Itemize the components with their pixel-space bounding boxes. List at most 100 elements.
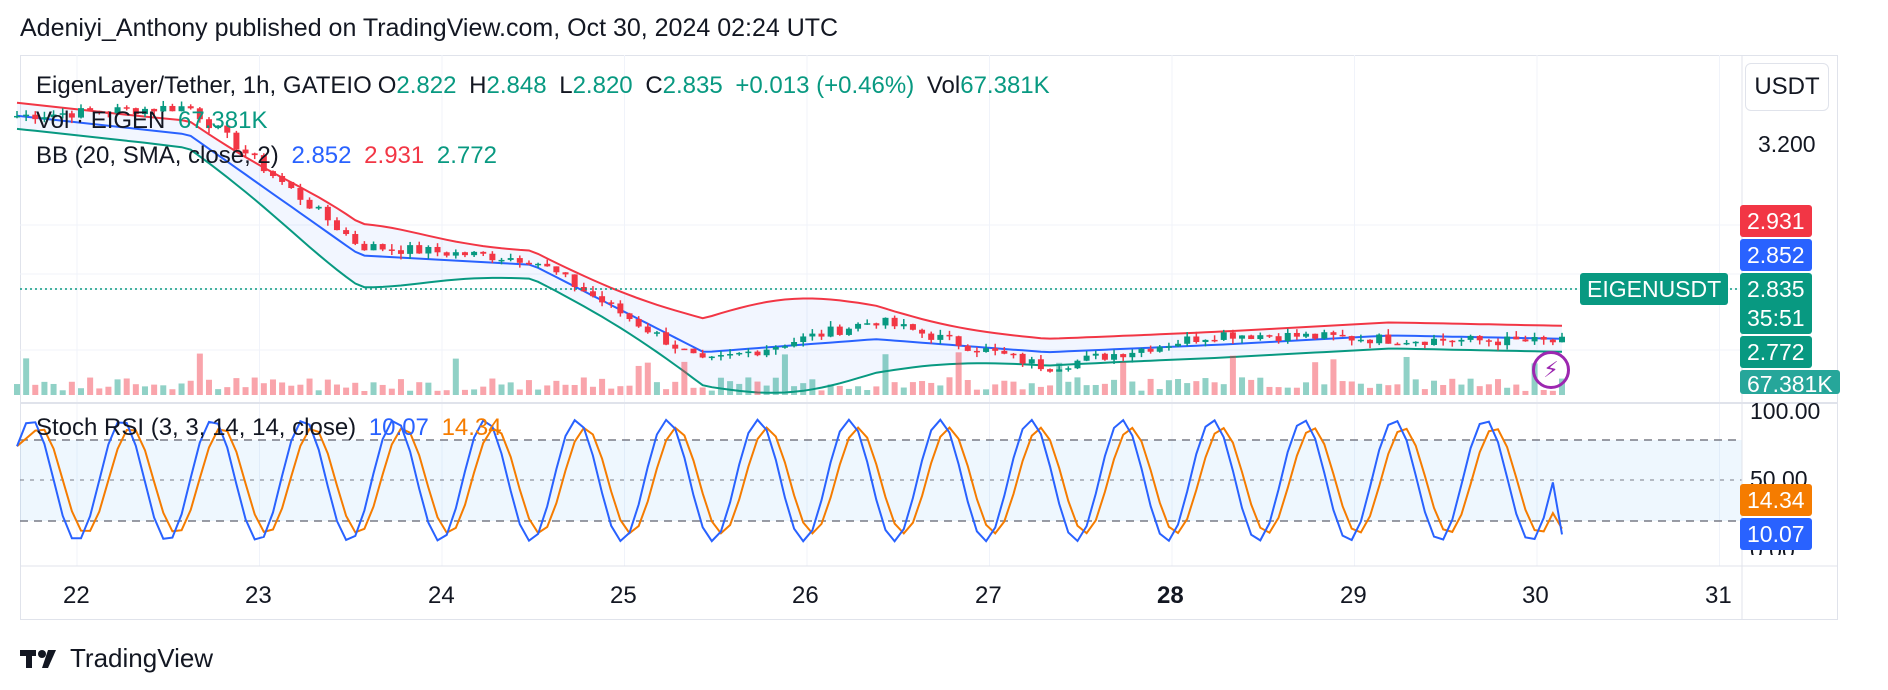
candle-body (50, 114, 57, 118)
candle-body (909, 324, 916, 330)
candle-body (123, 107, 130, 109)
candle-body (763, 349, 770, 356)
volume-bar (663, 389, 670, 395)
volume-bar (1394, 384, 1401, 395)
candle-body (818, 333, 825, 337)
stoch-tick-100: 100.00 (1750, 398, 1821, 424)
currency-unit-button[interactable]: USDT (1745, 63, 1829, 111)
candle-body (1229, 332, 1236, 339)
candle-body (589, 291, 596, 297)
volume-bar (1120, 362, 1127, 395)
volume-bar (1028, 383, 1035, 395)
volume-bar (361, 390, 368, 395)
candle-body (498, 259, 505, 262)
volume-bar (68, 381, 75, 395)
legend-change: +0.013 (+0.46%) (735, 72, 915, 99)
volume-bar (1540, 390, 1547, 395)
candle-body (1476, 335, 1483, 341)
candle-body (114, 107, 121, 114)
legend-bb-label[interactable]: BB (20, SMA, close, 2) (36, 142, 279, 169)
candle-body (973, 350, 980, 353)
stoch-k-line (16, 418, 1563, 543)
tradingview-brand[interactable]: TradingView (20, 643, 213, 674)
candle-body (279, 175, 286, 182)
bb-upper-tag: 2.931 (1740, 205, 1812, 237)
symbol-tag: EIGENUSDT (1580, 273, 1729, 305)
volume-bar (224, 387, 231, 395)
candle-body (41, 117, 48, 120)
candle-body (1321, 332, 1328, 339)
candle-body (928, 333, 935, 340)
bb-basis-tag: 2.852 (1740, 239, 1812, 271)
volume-bar (681, 361, 688, 395)
candle-body (77, 108, 84, 118)
candle-body (836, 326, 843, 335)
volume-bar (1385, 385, 1392, 395)
candle-body (141, 108, 148, 115)
candle-body (699, 353, 706, 358)
candle-body (1403, 342, 1410, 345)
volume-bar (114, 379, 121, 395)
candle-body (1184, 336, 1191, 344)
volume-bar (1010, 381, 1017, 395)
volume-bar (845, 388, 852, 395)
volume-bar (260, 383, 267, 395)
volume-bar (571, 384, 578, 395)
lightning-icon[interactable]: ⚡ (1532, 351, 1570, 389)
volume-bar (1266, 386, 1273, 395)
candle-body (352, 234, 359, 244)
volume-bar (754, 381, 761, 395)
candle-body (946, 334, 953, 337)
candle-body (425, 246, 432, 254)
candle-body (800, 336, 807, 343)
volume-bar (964, 379, 971, 395)
volume-bar (1202, 378, 1209, 395)
legend-high: 2.848 (486, 72, 547, 99)
legend-h-label: H (469, 72, 487, 99)
x-tick-28: 28 (1157, 582, 1184, 609)
volume-bar (1001, 380, 1008, 395)
x-tick-24: 24 (428, 582, 455, 609)
candle-body (1513, 336, 1520, 340)
candle-body (205, 119, 212, 129)
candle-body (864, 323, 871, 325)
legend-vol-row-label[interactable]: Vol · EIGEN (36, 107, 166, 134)
volume-bar (379, 384, 386, 395)
candle-body (1531, 336, 1538, 342)
candle-body (644, 326, 651, 333)
volume-bar (1476, 386, 1483, 395)
candle-body (1549, 339, 1556, 343)
candle-body (1376, 334, 1383, 344)
volume-bar (791, 386, 798, 395)
x-tick-27: 27 (975, 582, 1002, 609)
candle-body (608, 302, 615, 304)
volume-bar (1403, 356, 1410, 395)
candle-body (333, 220, 340, 231)
bb-basis-line (16, 114, 1563, 354)
volume-bar (333, 384, 340, 395)
candle-body (1202, 339, 1209, 343)
volume-bar (251, 377, 258, 395)
candle-body (553, 266, 560, 273)
candles (14, 100, 1565, 373)
bb-lower-line (16, 127, 1563, 394)
volume-bar (1303, 382, 1310, 395)
volume-bar (827, 384, 834, 395)
legend-vol-row-value: 67.381K (178, 107, 268, 134)
volume-bar (32, 384, 39, 395)
volume-bar (1220, 384, 1227, 395)
volume-bar (1367, 387, 1374, 395)
volume-bar (123, 378, 130, 395)
legend-stoch-label[interactable]: Stoch RSI (3, 3, 14, 14, close) (36, 414, 357, 441)
legend-volume: Vol · EIGEN 67.381K (36, 107, 273, 135)
candle-body (1275, 336, 1282, 342)
volume-bar (1175, 379, 1182, 395)
legend-symbol[interactable]: EigenLayer/Tether, 1h, GATEIO (36, 72, 372, 99)
volume-bar (41, 381, 48, 395)
volume-bar (1129, 381, 1136, 395)
volume-bar (352, 382, 359, 395)
candle-body (617, 303, 624, 314)
candle-body (260, 155, 267, 172)
candle-body (32, 114, 39, 120)
